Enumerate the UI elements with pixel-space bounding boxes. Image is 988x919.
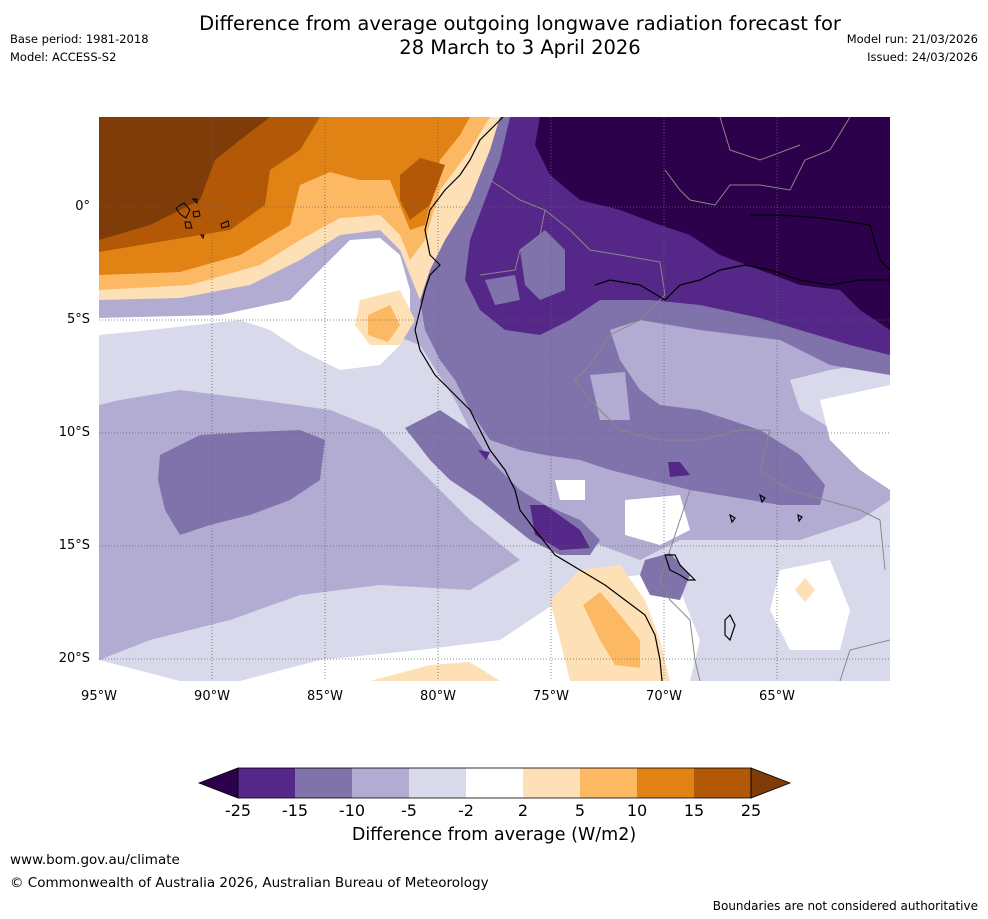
- region-minus-15-to-10-west: [158, 430, 325, 535]
- region-neutral-small: [555, 480, 585, 500]
- colorbar-extend-low: [197, 767, 239, 799]
- colorbar-tick-4: -5: [401, 801, 417, 820]
- region-neutral-peru: [625, 495, 690, 545]
- boundary-disclaimer: Boundaries are not considered authoritat…: [712, 899, 978, 913]
- lat-label-15s: 15°S: [58, 538, 90, 553]
- colorbar-swatch-5: [466, 768, 523, 798]
- model-name: Model: ACCESS-S2: [10, 50, 117, 64]
- border-bolivia-paraguay: [839, 639, 890, 681]
- lake-small-3: [797, 513, 803, 523]
- region-minus-15-to-10-inner-2: [485, 275, 520, 305]
- coastline-main: [414, 117, 663, 681]
- lon-label-85w: 85°W: [307, 689, 343, 704]
- lake-small-1: [759, 493, 766, 504]
- border-colombia-brazil: [664, 117, 851, 206]
- island-isabela: [175, 202, 191, 219]
- colorbar-swatch-6: [523, 768, 580, 798]
- island-santiago: [191, 198, 198, 205]
- border-peru-bolivia-chile: [659, 489, 701, 681]
- region-minus-25-to-15-peru: [530, 505, 590, 550]
- region-minus-15-to-10-inner: [520, 230, 565, 300]
- lon-label-75w: 75°W: [533, 689, 569, 704]
- region-plus-15-to-25-coast: [400, 158, 445, 220]
- lat-label-5s: 5°S: [66, 312, 90, 327]
- title-line-1: Difference from average outgoing longwav…: [199, 12, 841, 35]
- region-plus-2-to-5-small: [795, 578, 815, 602]
- border-peru-brazil-bolivia: [574, 319, 886, 571]
- lon-label-95w: 95°W: [81, 689, 117, 704]
- lon-label-65w: 65°W: [759, 689, 795, 704]
- colorbar-swatch-1: [238, 768, 295, 798]
- region-plus-25: [99, 117, 270, 240]
- colorbar-swatch-8: [637, 768, 694, 798]
- colorbar-tick-9: 15: [683, 801, 705, 820]
- border-ecuador-peru: [479, 209, 546, 276]
- colorbar-swatch-7: [580, 768, 637, 798]
- colorbar-tick-2: -15: [281, 801, 309, 820]
- colorbar-outline: [237, 767, 752, 799]
- lat-label-20s: 20°S: [58, 651, 90, 666]
- country-borders: [479, 117, 890, 681]
- website-link[interactable]: www.bom.gov.au/climate: [10, 852, 180, 868]
- anomaly-field: [99, 117, 890, 681]
- colorbar-extend-high: [750, 767, 792, 799]
- region-neutral-bolivia: [770, 560, 850, 650]
- region-minus-25: [535, 117, 890, 330]
- meta-right: Model run: 21/03/2026 Issued: 24/03/2026: [847, 30, 978, 66]
- lake-titicaca: [664, 554, 697, 581]
- colorbar-tick-7: 5: [574, 801, 586, 820]
- map-title: Difference from average outgoing longwav…: [0, 12, 988, 60]
- region-neutral-west: [99, 238, 410, 370]
- graticule: [99, 117, 890, 681]
- coastline: [414, 117, 890, 681]
- colorbar-tick-3: -10: [338, 801, 366, 820]
- river-amazon: [594, 264, 890, 301]
- galapagos-islands: [175, 198, 230, 240]
- colorbar-tick-5: -2: [458, 801, 474, 820]
- colorbar: [197, 767, 792, 799]
- region-minus-10-to-5-inner: [590, 372, 630, 420]
- meta-left: Base period: 1981-2018 Model: ACCESS-S2: [10, 30, 149, 66]
- colorbar-tick-6: 2: [517, 801, 529, 820]
- island-espanola: [200, 234, 205, 240]
- lake-small-2: [729, 513, 736, 524]
- border-venezuela: [719, 117, 801, 161]
- region-neutral-sw: [99, 660, 180, 681]
- colorbar-tick-10: 25: [740, 801, 762, 820]
- region-minus-25-to-15-tiny: [478, 450, 490, 460]
- colorbar-title: Difference from average (W/m2): [351, 825, 637, 845]
- river-north: [750, 214, 890, 271]
- region-minus-15-to-10-south: [640, 553, 690, 600]
- lake-titicaca-area: [724, 613, 736, 642]
- island-san-cristobal: [220, 220, 230, 229]
- colorbar-swatch-2: [295, 768, 352, 798]
- colorbar-swatch-4: [409, 768, 466, 798]
- lat-label-10s: 10°S: [58, 425, 90, 440]
- region-minus-25-to-15-small: [668, 462, 690, 477]
- region-plus-2-to-5-sw: [370, 662, 500, 681]
- lat-label-0: 0°: [75, 199, 90, 214]
- colorbar-swatch-9: [694, 768, 751, 798]
- colorbar-swatch-3: [352, 768, 409, 798]
- base-period: Base period: 1981-2018: [10, 32, 149, 46]
- title-line-2: 28 March to 3 April 2026: [399, 36, 641, 59]
- lon-label-90w: 90°W: [194, 689, 230, 704]
- colorbar-tick-1: -25: [224, 801, 252, 820]
- region-plus-5-to-10-south: [583, 592, 640, 668]
- lon-label-70w: 70°W: [646, 689, 682, 704]
- issued-date: Issued: 24/03/2026: [867, 50, 978, 64]
- lon-label-80w: 80°W: [420, 689, 456, 704]
- model-run: Model run: 21/03/2026: [846, 32, 978, 46]
- colorbar-tick-8: 10: [626, 801, 648, 820]
- copyright-notice: © Commonwealth of Australia 2026, Austra…: [10, 875, 489, 891]
- island-santa-cruz: [192, 210, 201, 218]
- region-plus-5-to-10-coast: [368, 305, 400, 342]
- region-neutral-east: [820, 385, 890, 490]
- border-ecuador-colombia-peru: [489, 179, 666, 321]
- island-floreana: [184, 221, 193, 229]
